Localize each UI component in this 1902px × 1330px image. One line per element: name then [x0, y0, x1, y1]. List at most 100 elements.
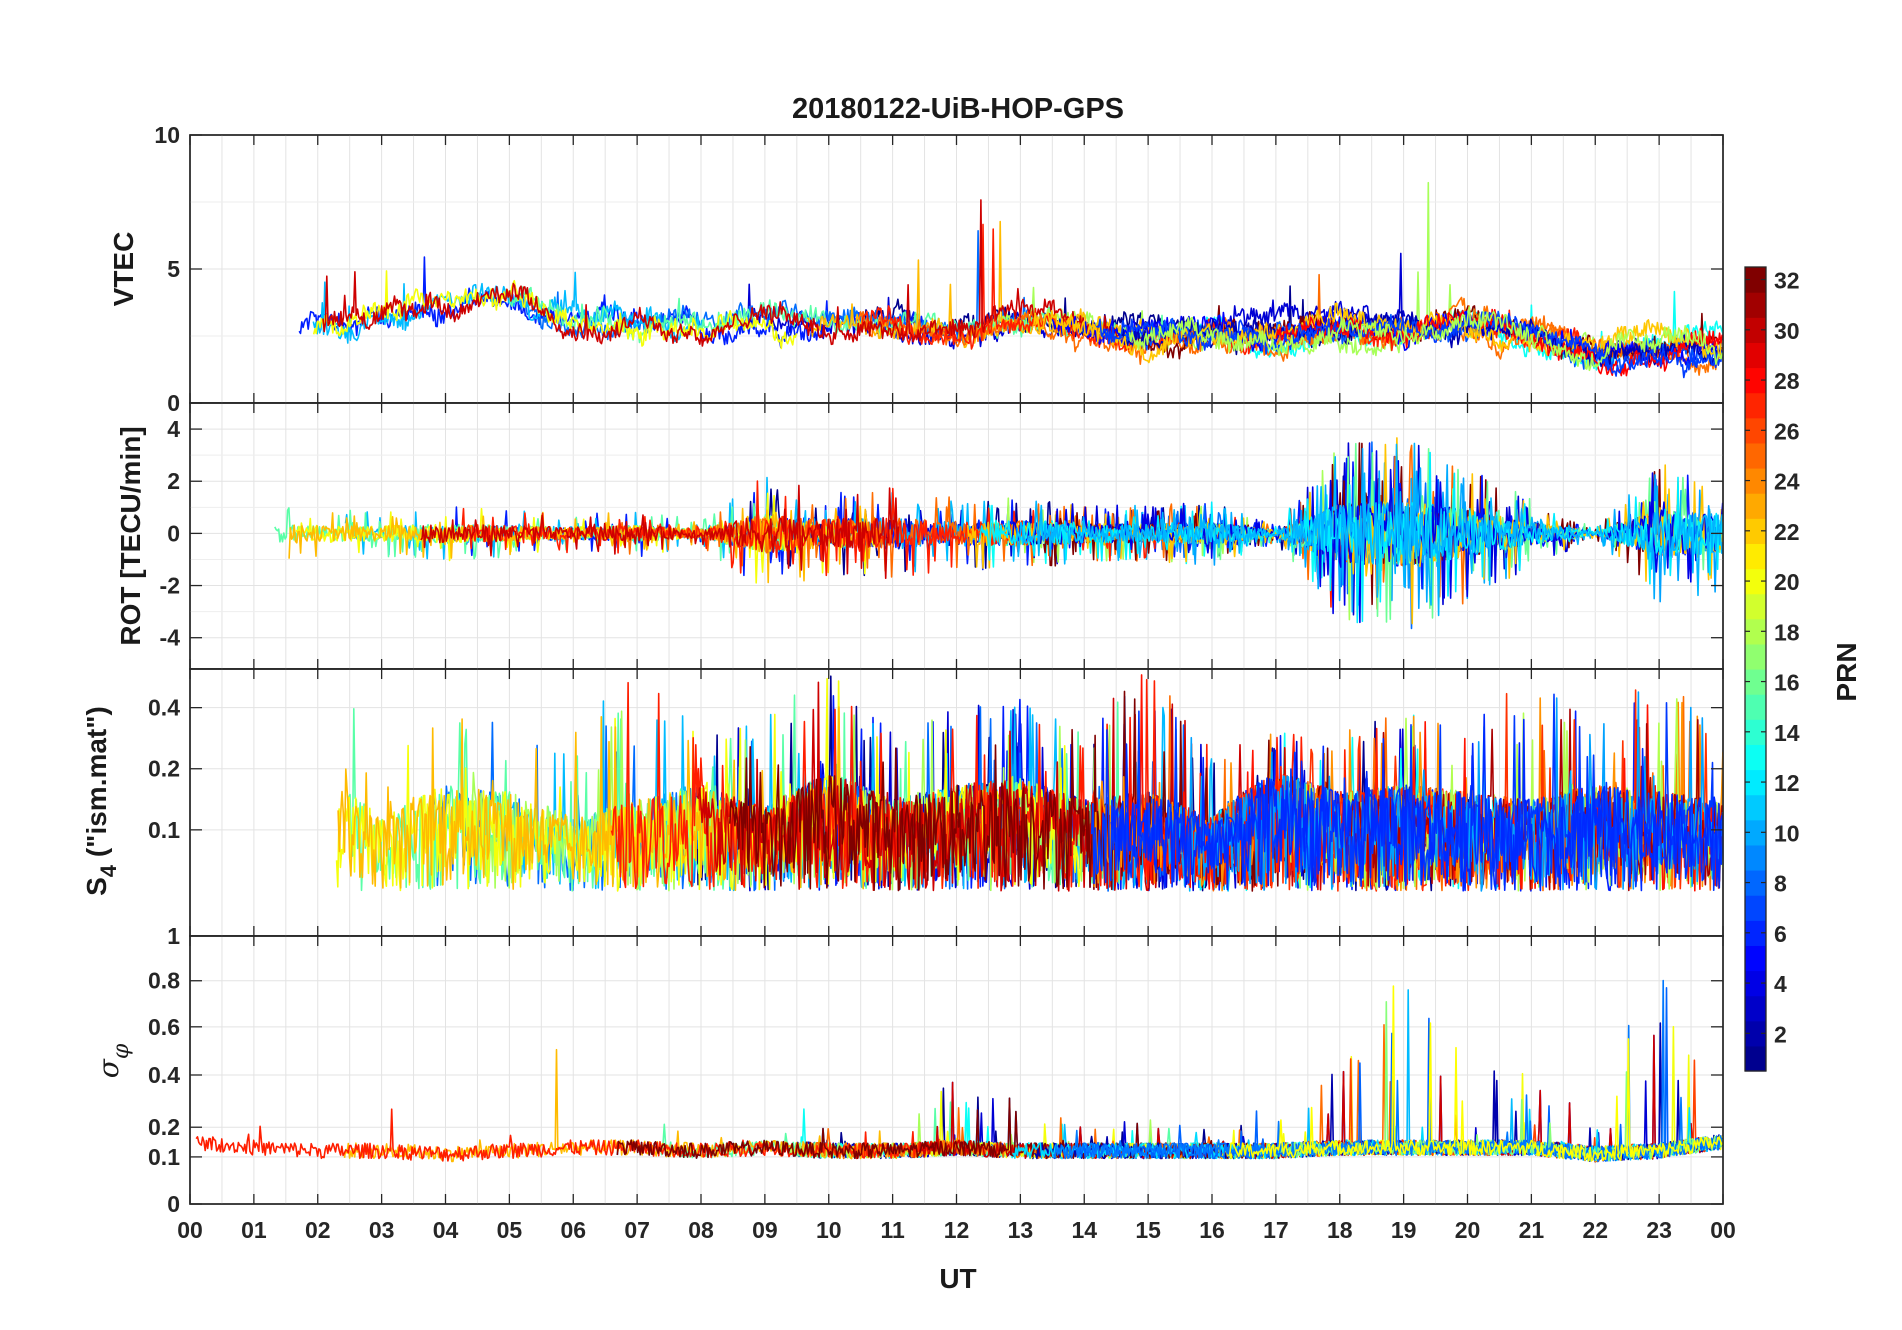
trace-vtec-prn-30 — [322, 199, 1120, 347]
y-tick-label-rot: 0 — [167, 520, 180, 546]
colorbar-segment — [1745, 1045, 1766, 1072]
x-tick-label: 19 — [1391, 1217, 1417, 1243]
colorbar-frame — [1744, 266, 1767, 1072]
colorbar-segment — [1745, 945, 1766, 972]
y-tick-label-s4: 0.4 — [148, 695, 180, 721]
traces-s4 — [335, 674, 1723, 892]
data-traces — [195, 181, 1723, 1163]
x-tick-label: 10 — [816, 1217, 842, 1243]
colorbar-segment — [1745, 694, 1766, 720]
chart-title: 20180122-UiB-HOP-GPS — [792, 93, 1124, 125]
colorbar-segment — [1745, 317, 1766, 343]
colorbar-segment — [1745, 895, 1766, 921]
colorbar-segment — [1745, 844, 1766, 871]
colorbar-segment — [1745, 769, 1766, 796]
colorbar-segment — [1745, 819, 1766, 846]
colorbar-tick-label: 6 — [1774, 921, 1787, 947]
colorbar-segment — [1745, 794, 1766, 821]
y-tick-label-sigma_phi: 0.1 — [148, 1144, 180, 1170]
colorbar-tick-label: 28 — [1774, 368, 1800, 394]
y-tick-label-rot: 4 — [167, 416, 180, 442]
y-tick-label-sigma-top: 1 — [167, 923, 180, 949]
colorbar-segment — [1745, 267, 1766, 293]
colorbar-segment — [1745, 292, 1766, 318]
y-tick-label-sigma_phi: 0.4 — [148, 1062, 180, 1088]
x-tick-label: 15 — [1135, 1217, 1161, 1243]
colorbar-segment — [1745, 468, 1766, 494]
traces-sigma_phi — [195, 979, 1723, 1163]
colorbar-segment — [1745, 669, 1766, 695]
colorbar-segment — [1745, 417, 1766, 444]
x-axis-ticks: 00 01 02 03 04 05 06 07 08 09 10 11 12 13 14 15 16 17 18 19… — [177, 135, 1736, 1243]
traces-rot — [274, 437, 1723, 630]
colorbar-tick-label: 8 — [1774, 871, 1787, 897]
svg-text:S4 ("ism.mat"): S4 ("ism.mat") — [81, 706, 121, 896]
trace-vtec-prn-11 — [312, 271, 705, 344]
colorbar-tick-label: 24 — [1774, 469, 1800, 495]
x-tick-label: 03 — [369, 1217, 395, 1243]
x-tick-label: 17 — [1263, 1217, 1289, 1243]
colorbar-tick-label: 4 — [1774, 971, 1787, 997]
y-axis-label-s4: S4 ("ism.mat") — [81, 706, 121, 896]
colorbar-tick-label: 12 — [1774, 770, 1800, 796]
x-tick-label: 14 — [1071, 1217, 1097, 1243]
colorbar-tick-label: 14 — [1774, 720, 1800, 746]
colorbar-tick-label: 22 — [1774, 519, 1800, 545]
x-tick-label: 01 — [241, 1217, 267, 1243]
y-tick-label-rot: 2 — [167, 468, 180, 494]
colorbar-segment — [1745, 970, 1766, 997]
x-tick-label: 02 — [305, 1217, 331, 1243]
colorbar-tick-label: 32 — [1774, 268, 1800, 294]
colorbar-segment — [1745, 920, 1766, 946]
y-tick-label-sigma_phi: 0.2 — [148, 1114, 180, 1140]
y-tick-label-s4: 0.2 — [148, 756, 180, 782]
x-tick-label: 23 — [1646, 1217, 1672, 1243]
colorbar-segment — [1745, 442, 1766, 469]
colorbar-segment — [1745, 543, 1766, 570]
colorbar-segment — [1745, 367, 1766, 394]
y-tick-label-vtec: 5 — [167, 256, 180, 282]
colorbar-segment — [1745, 643, 1766, 670]
colorbar-segment — [1745, 1020, 1766, 1047]
x-tick-label: 16 — [1199, 1217, 1225, 1243]
colorbar-label: PRN — [1831, 642, 1862, 701]
colorbar-tick-label: 16 — [1774, 670, 1800, 696]
x-tick-label: 05 — [497, 1217, 523, 1243]
y-tick-label-sigma_phi: 0 — [167, 1191, 180, 1217]
y-axis-label-rot: ROT [TECU/min] — [115, 426, 146, 645]
trace-s4-prn-30 — [696, 681, 1331, 892]
colorbar-tick-label: 30 — [1774, 318, 1800, 344]
trace-vtec-late — [1033, 302, 1723, 364]
colorbar-segment — [1745, 518, 1766, 544]
x-tick-label: 13 — [1008, 1217, 1034, 1243]
svg-text:σφ: σφ — [92, 1043, 134, 1078]
x-tick-label: 21 — [1519, 1217, 1545, 1243]
y-tick-label-s4: 0.1 — [148, 817, 180, 843]
trace-vtec-late — [1128, 306, 1723, 372]
y-tick-label-sigma_phi: 0.6 — [148, 1014, 180, 1040]
colorbar-tick-label: 2 — [1774, 1021, 1787, 1047]
trace-sigma_phi-late — [1227, 985, 1723, 1162]
colorbar-segment — [1745, 568, 1766, 595]
x-tick-label: 06 — [560, 1217, 586, 1243]
trace-s4-late — [1110, 713, 1723, 892]
y-tick-label-sigma_phi: 0.8 — [148, 968, 180, 994]
colorbar-tick-label: 26 — [1774, 418, 1800, 444]
colorbar-segment — [1745, 392, 1766, 419]
trace-rot-prn-30 — [420, 484, 900, 580]
x-tick-label: 07 — [624, 1217, 650, 1243]
traces-vtec — [298, 181, 1723, 379]
colorbar-segment — [1745, 618, 1766, 645]
colorbar-tick-label: 18 — [1774, 619, 1800, 645]
x-tick-label: 04 — [433, 1217, 459, 1243]
trace-sigma_phi-late — [1053, 979, 1723, 1163]
x-tick-label: 00 — [177, 1217, 203, 1243]
x-tick-label: 08 — [688, 1217, 714, 1243]
trace-s4-prn-22 — [337, 706, 875, 892]
y-axis-label-vtec: VTEC — [108, 232, 139, 307]
x-tick-label: 20 — [1455, 1217, 1481, 1243]
x-tick-label: 18 — [1327, 1217, 1353, 1243]
colorbar-segment — [1745, 593, 1766, 620]
colorbar-segment — [1745, 744, 1766, 771]
